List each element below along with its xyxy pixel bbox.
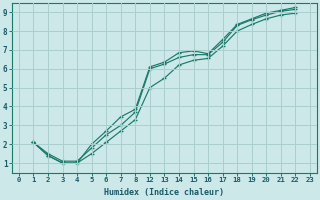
X-axis label: Humidex (Indice chaleur): Humidex (Indice chaleur)	[104, 188, 224, 197]
